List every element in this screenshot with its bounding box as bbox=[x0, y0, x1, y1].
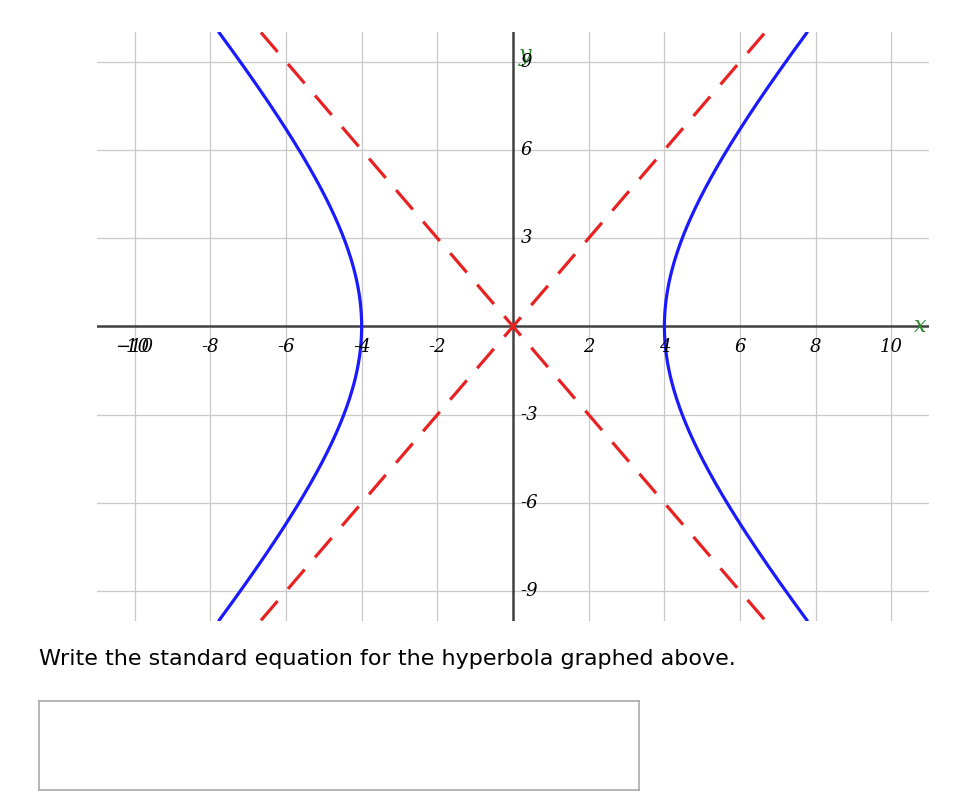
Text: −10: −10 bbox=[115, 339, 154, 356]
Text: -3: -3 bbox=[521, 405, 538, 424]
Text: 8: 8 bbox=[810, 339, 822, 356]
Text: 6: 6 bbox=[735, 339, 745, 356]
Text: x: x bbox=[914, 315, 926, 338]
Text: -6: -6 bbox=[277, 339, 295, 356]
Text: Write the standard equation for the hyperbola graphed above.: Write the standard equation for the hype… bbox=[39, 649, 736, 669]
Text: 2: 2 bbox=[583, 339, 594, 356]
Text: 6: 6 bbox=[521, 141, 532, 159]
Text: 9: 9 bbox=[521, 52, 532, 71]
Text: -2: -2 bbox=[429, 339, 446, 356]
Text: -10: -10 bbox=[120, 339, 149, 356]
Text: -9: -9 bbox=[521, 582, 538, 600]
Text: -4: -4 bbox=[353, 339, 371, 356]
Text: 3: 3 bbox=[521, 229, 532, 247]
Text: y: y bbox=[519, 44, 531, 66]
Text: -6: -6 bbox=[521, 494, 538, 512]
Text: -8: -8 bbox=[201, 339, 219, 356]
Text: 4: 4 bbox=[658, 339, 670, 356]
Text: 10: 10 bbox=[880, 339, 903, 356]
